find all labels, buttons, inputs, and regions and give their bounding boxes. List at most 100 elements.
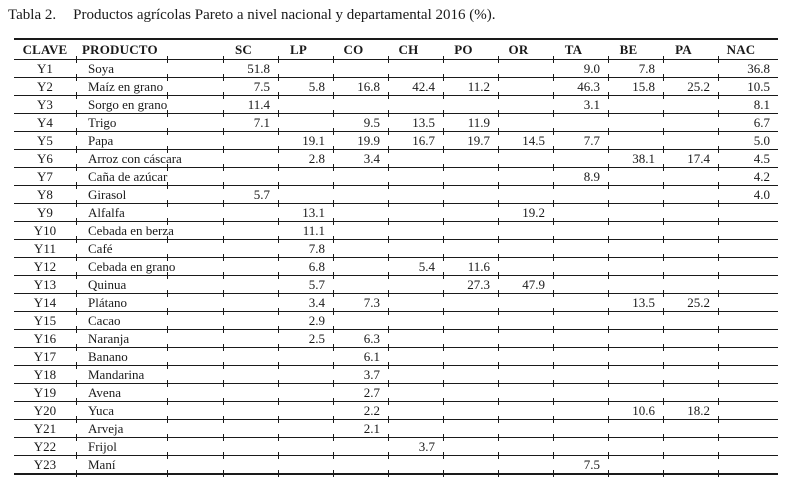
value-cell-or: 14.5: [497, 132, 553, 153]
value-cell-be: [607, 384, 663, 405]
value-cell-po: [442, 402, 498, 423]
value-cell-nac: [717, 402, 778, 423]
value-cell-pa: [662, 114, 718, 135]
value-cell-ch: [387, 420, 443, 441]
value-cell-or: [497, 96, 553, 117]
value-cell-nac: [717, 222, 778, 243]
value-cell-ch: [387, 384, 443, 405]
value-cell-lp: [277, 114, 333, 135]
producto-cell: Maíz en grano: [75, 78, 167, 99]
value-cell-co: 16.8: [332, 78, 388, 99]
value-cell-or: 19.2: [497, 204, 553, 225]
value-cell-po: [442, 456, 498, 477]
producto-cell: Mandarina: [75, 366, 167, 387]
spacer-cell: [166, 186, 223, 207]
producto-cell: Avena: [75, 384, 167, 405]
value-cell-be: [607, 114, 663, 135]
table-row-y13: Y13 Quinua 5.7 27.3 47.9: [14, 276, 778, 297]
value-cell-ch: 3.7: [387, 438, 443, 459]
producto-cell: Café: [75, 240, 167, 261]
value-cell-po: [442, 348, 498, 369]
value-cell-nac: [717, 240, 778, 261]
value-cell-or: [497, 348, 553, 369]
value-cell-po: 11.6: [442, 258, 498, 279]
value-cell-be: 15.8: [607, 78, 663, 99]
value-cell-po: [442, 204, 498, 225]
value-cell-or: [497, 222, 553, 243]
value-cell-ch: [387, 222, 443, 243]
value-cell-nac: 10.5: [717, 78, 778, 99]
spacer-cell: [166, 294, 223, 315]
producto-cell: Yuca: [75, 402, 167, 423]
value-cell-or: [497, 60, 553, 81]
table-row-y7: Y7 Caña de azúcar 8.9 4.2: [14, 168, 778, 189]
value-cell-co: [332, 276, 388, 297]
pareto-table-container: CLAVE PRODUCTO SC LP CO CH PO OR TA BE PA NAC Y1 Soy…: [14, 38, 778, 477]
spacer-cell: [166, 366, 223, 387]
value-cell-nac: [717, 330, 778, 351]
clave-cell: Y9: [14, 204, 76, 222]
table-row-y21: Y21 Arveja 2.1: [14, 420, 778, 441]
value-cell-ch: [387, 456, 443, 477]
value-cell-nac: [717, 276, 778, 297]
value-cell-ch: [387, 348, 443, 369]
header-cell-producto: PRODUCTO: [75, 40, 167, 63]
value-cell-po: [442, 150, 498, 171]
producto-cell: Cebada en berza: [75, 222, 174, 243]
value-cell-lp: [277, 402, 333, 423]
clave-cell: Y14: [14, 294, 76, 312]
value-cell-lp: [277, 168, 333, 189]
value-cell-be: [607, 366, 663, 387]
table-row-y17: Y17 Banano 6.1: [14, 348, 778, 369]
value-cell-nac: [717, 204, 778, 225]
producto-cell: Plátano: [75, 294, 167, 315]
value-cell-co: [332, 312, 388, 333]
spacer-cell: [166, 222, 223, 243]
value-cell-ch: 5.4: [387, 258, 443, 279]
clave-cell: Y2: [14, 78, 76, 96]
value-cell-lp: [277, 420, 333, 441]
producto-cell: Alfalfa: [75, 204, 167, 225]
value-cell-be: 38.1: [607, 150, 663, 171]
spacer-cell: [166, 402, 223, 423]
value-cell-co: [332, 258, 388, 279]
value-cell-pa: [662, 258, 718, 279]
spacer-cell: [166, 60, 223, 81]
producto-cell: Caña de azúcar: [75, 168, 167, 189]
clave-cell: Y12: [14, 258, 76, 276]
value-cell-sc: 7.5: [222, 78, 278, 99]
table-header-row: CLAVE PRODUCTO SC LP CO CH PO OR TA BE PA NAC: [14, 40, 778, 63]
value-cell-co: [332, 222, 388, 243]
value-cell-ta: [552, 366, 608, 387]
table-row-y22: Y22 Frijol 3.7: [14, 438, 778, 459]
value-cell-be: [607, 168, 663, 189]
value-cell-ta: [552, 258, 608, 279]
value-cell-lp: [277, 186, 333, 207]
value-cell-co: [332, 204, 388, 225]
value-cell-co: 2.7: [332, 384, 388, 405]
value-cell-be: 10.6: [607, 402, 663, 423]
value-cell-co: 9.5: [332, 114, 388, 135]
clave-cell: Y15: [14, 312, 76, 330]
table-row-y14: Y14 Plátano 3.4 7.3 13.5 25.2: [14, 294, 778, 315]
producto-cell: Cebada en grano: [75, 258, 175, 279]
value-cell-lp: 6.8: [277, 258, 333, 279]
clave-cell: Y10: [14, 222, 76, 240]
value-cell-pa: [662, 96, 718, 117]
value-cell-lp: [277, 348, 333, 369]
value-cell-co: [332, 240, 388, 261]
header-cell-lp: LP: [277, 40, 333, 63]
value-cell-ch: [387, 168, 443, 189]
producto-cell: Banano: [75, 348, 167, 369]
value-cell-co: [332, 186, 388, 207]
value-cell-ta: [552, 114, 608, 135]
value-cell-lp: 5.8: [277, 78, 333, 99]
value-cell-po: 19.7: [442, 132, 498, 153]
value-cell-sc: [222, 294, 278, 315]
value-cell-pa: 17.4: [662, 150, 718, 171]
value-cell-or: [497, 186, 553, 207]
value-cell-pa: 25.2: [662, 78, 718, 99]
table-caption-text: Productos agrícolas Pareto a nivel nacio…: [73, 7, 496, 23]
value-cell-co: [332, 438, 388, 459]
value-cell-sc: [222, 222, 278, 243]
